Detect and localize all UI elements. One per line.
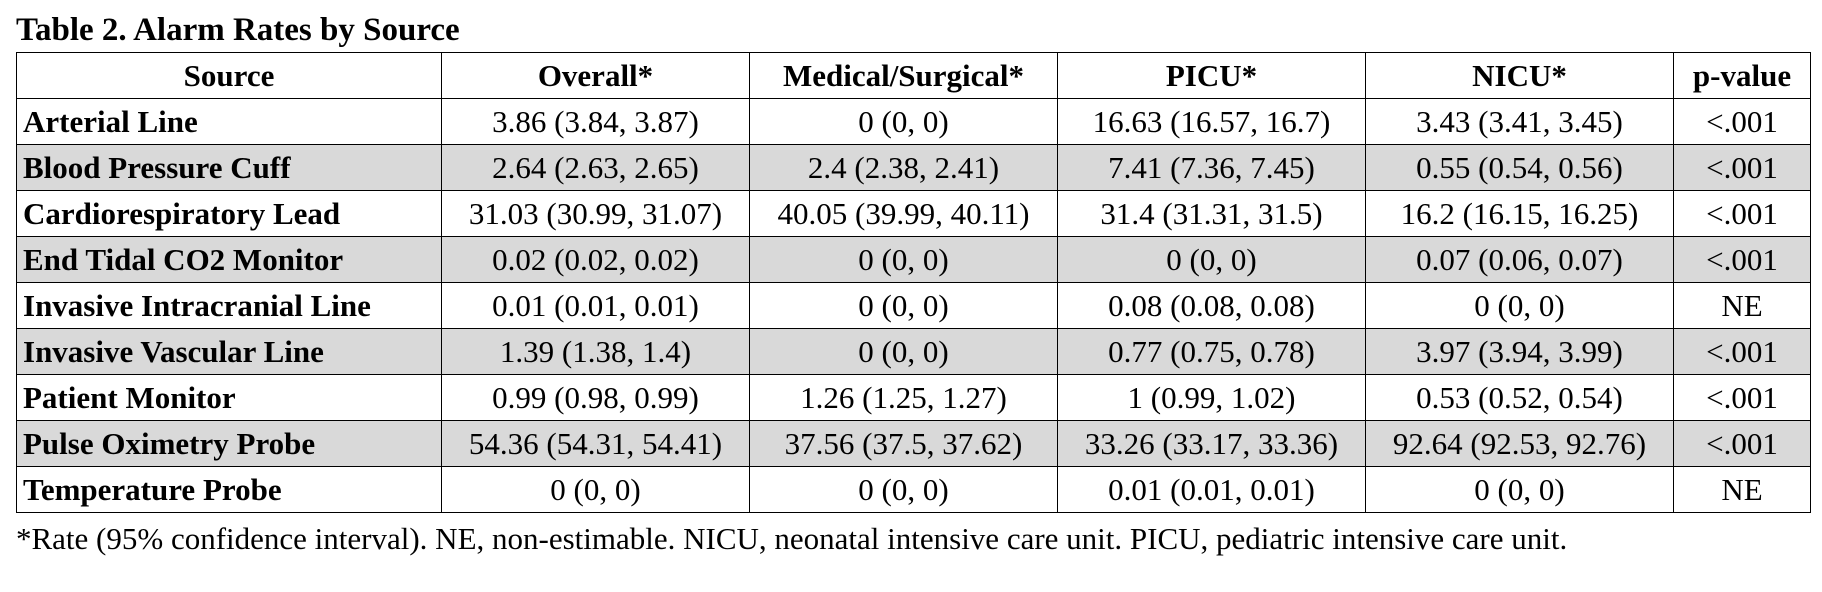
table-row: Temperature Probe 0 (0, 0) 0 (0, 0) 0.01… (16, 466, 1811, 513)
overall-cell: 0 (0, 0) (441, 466, 750, 513)
medical-surgical-cell: 40.05 (39.99, 40.11) (749, 190, 1058, 237)
source-cell: Cardiorespiratory Lead (16, 190, 442, 237)
header-p-value: p-value (1673, 52, 1811, 99)
header-row: Source Overall* Medical/Surgical* PICU* … (16, 52, 1811, 99)
nicu-cell: 0.07 (0.06, 0.07) (1365, 236, 1674, 283)
table-caption: Table 2. Alarm Rates by Source (16, 12, 460, 48)
table-container: Table 2. Alarm Rates by Source Source Ov… (16, 8, 1811, 563)
header-nicu: NICU* (1365, 52, 1674, 99)
medical-surgical-cell: 1.26 (1.25, 1.27) (749, 374, 1058, 421)
p-value-cell: <.001 (1673, 236, 1811, 283)
table-row: Blood Pressure Cuff 2.64 (2.63, 2.65) 2.… (16, 144, 1811, 191)
p-value-cell: <.001 (1673, 190, 1811, 237)
overall-cell: 54.36 (54.31, 54.41) (441, 420, 750, 467)
overall-cell: 2.64 (2.63, 2.65) (441, 144, 750, 191)
medical-surgical-cell: 0 (0, 0) (749, 328, 1058, 375)
picu-cell: 1 (0.99, 1.02) (1057, 374, 1366, 421)
nicu-cell: 3.97 (3.94, 3.99) (1365, 328, 1674, 375)
table-row: Invasive Intracranial Line 0.01 (0.01, 0… (16, 282, 1811, 329)
overall-cell: 1.39 (1.38, 1.4) (441, 328, 750, 375)
table-row: Cardiorespiratory Lead 31.03 (30.99, 31.… (16, 190, 1811, 237)
source-cell: Blood Pressure Cuff (16, 144, 442, 191)
header-overall: Overall* (441, 52, 750, 99)
picu-cell: 31.4 (31.31, 31.5) (1057, 190, 1366, 237)
p-value-cell: <.001 (1673, 98, 1811, 145)
medical-surgical-cell: 0 (0, 0) (749, 98, 1058, 145)
source-cell: Patient Monitor (16, 374, 442, 421)
picu-cell: 0 (0, 0) (1057, 236, 1366, 283)
nicu-cell: 0.55 (0.54, 0.56) (1365, 144, 1674, 191)
p-value-cell: <.001 (1673, 374, 1811, 421)
picu-cell: 0.08 (0.08, 0.08) (1057, 282, 1366, 329)
p-value-cell: <.001 (1673, 144, 1811, 191)
table-footnote: *Rate (95% confidence interval). NE, non… (16, 521, 1568, 556)
medical-surgical-cell: 0 (0, 0) (749, 466, 1058, 513)
medical-surgical-cell: 37.56 (37.5, 37.62) (749, 420, 1058, 467)
header-medical-surgical: Medical/Surgical* (749, 52, 1058, 99)
table-row: Pulse Oximetry Probe 54.36 (54.31, 54.41… (16, 420, 1811, 467)
nicu-cell: 3.43 (3.41, 3.45) (1365, 98, 1674, 145)
table-row: End Tidal CO2 Monitor 0.02 (0.02, 0.02) … (16, 236, 1811, 283)
overall-cell: 0.02 (0.02, 0.02) (441, 236, 750, 283)
table-row: Arterial Line 3.86 (3.84, 3.87) 0 (0, 0)… (16, 98, 1811, 145)
header-picu: PICU* (1057, 52, 1366, 99)
p-value-cell: <.001 (1673, 420, 1811, 467)
picu-cell: 33.26 (33.17, 33.36) (1057, 420, 1366, 467)
overall-cell: 0.99 (0.98, 0.99) (441, 374, 750, 421)
overall-cell: 31.03 (30.99, 31.07) (441, 190, 750, 237)
picu-cell: 16.63 (16.57, 16.7) (1057, 98, 1366, 145)
table-row: Patient Monitor 0.99 (0.98, 0.99) 1.26 (… (16, 374, 1811, 421)
alarm-rates-table: Source Overall* Medical/Surgical* PICU* … (16, 52, 1811, 513)
nicu-cell: 0.53 (0.52, 0.54) (1365, 374, 1674, 421)
picu-cell: 0.77 (0.75, 0.78) (1057, 328, 1366, 375)
source-cell: Invasive Intracranial Line (16, 282, 442, 329)
picu-cell: 0.01 (0.01, 0.01) (1057, 466, 1366, 513)
overall-cell: 0.01 (0.01, 0.01) (441, 282, 750, 329)
p-value-cell: NE (1673, 282, 1811, 329)
source-cell: Temperature Probe (16, 466, 442, 513)
source-cell: Invasive Vascular Line (16, 328, 442, 375)
p-value-cell: NE (1673, 466, 1811, 513)
p-value-cell: <.001 (1673, 328, 1811, 375)
overall-cell: 3.86 (3.84, 3.87) (441, 98, 750, 145)
source-cell: Arterial Line (16, 98, 442, 145)
medical-surgical-cell: 0 (0, 0) (749, 282, 1058, 329)
nicu-cell: 0 (0, 0) (1365, 466, 1674, 513)
medical-surgical-cell: 2.4 (2.38, 2.41) (749, 144, 1058, 191)
nicu-cell: 16.2 (16.15, 16.25) (1365, 190, 1674, 237)
table-row: Invasive Vascular Line 1.39 (1.38, 1.4) … (16, 328, 1811, 375)
source-cell: Pulse Oximetry Probe (16, 420, 442, 467)
header-source: Source (16, 52, 442, 99)
source-cell: End Tidal CO2 Monitor (16, 236, 442, 283)
nicu-cell: 0 (0, 0) (1365, 282, 1674, 329)
picu-cell: 7.41 (7.36, 7.45) (1057, 144, 1366, 191)
nicu-cell: 92.64 (92.53, 92.76) (1365, 420, 1674, 467)
medical-surgical-cell: 0 (0, 0) (749, 236, 1058, 283)
